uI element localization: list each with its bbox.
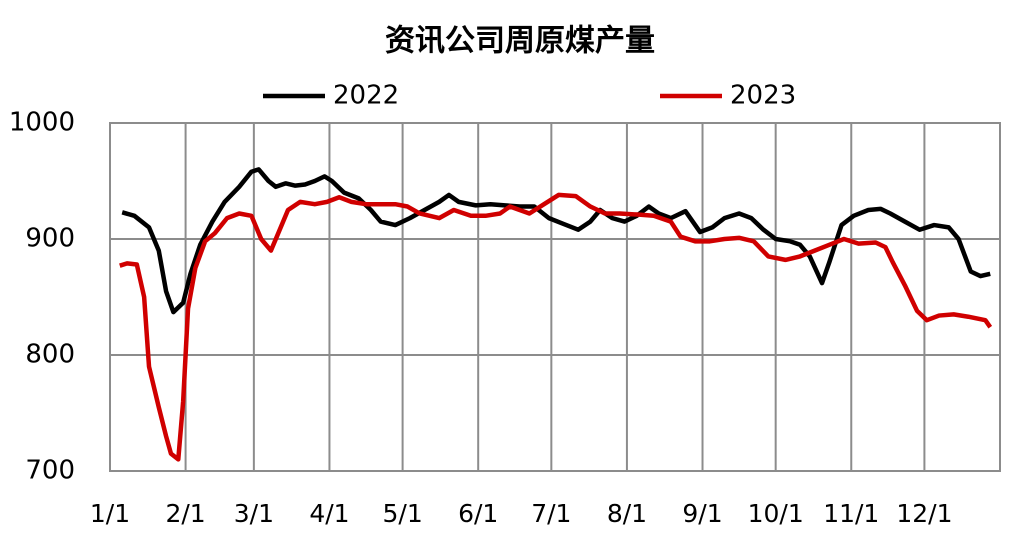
x-tick-label: 5/1 bbox=[382, 499, 422, 528]
x-tick-label: 12/1 bbox=[896, 499, 952, 528]
line-series bbox=[119, 192, 993, 462]
x-tick-label: 4/1 bbox=[309, 499, 349, 528]
x-tick-label: 11/1 bbox=[823, 499, 879, 528]
x-tick-label: 1/1 bbox=[90, 499, 130, 528]
x-tick-label: 3/1 bbox=[234, 499, 274, 528]
y-tick-label: 1000 bbox=[9, 108, 75, 138]
x-tick-label: 6/1 bbox=[458, 499, 498, 528]
y-tick-label: 900 bbox=[25, 224, 75, 254]
x-tick-label: 10/1 bbox=[748, 499, 804, 528]
chart-title: 资讯公司周原煤产量 bbox=[385, 24, 655, 59]
x-tick-label: 7/1 bbox=[531, 499, 571, 528]
line-series bbox=[121, 167, 991, 315]
y-tick-label: 700 bbox=[25, 456, 75, 486]
legend-label: 2022 bbox=[333, 81, 399, 111]
x-tick-label: 8/1 bbox=[607, 499, 647, 528]
x-tick-label: 9/1 bbox=[682, 499, 722, 528]
y-tick-label: 800 bbox=[25, 340, 75, 370]
plot-border bbox=[109, 122, 1001, 472]
legend-label: 2023 bbox=[730, 81, 796, 111]
x-tick-label: 2/1 bbox=[165, 499, 205, 528]
